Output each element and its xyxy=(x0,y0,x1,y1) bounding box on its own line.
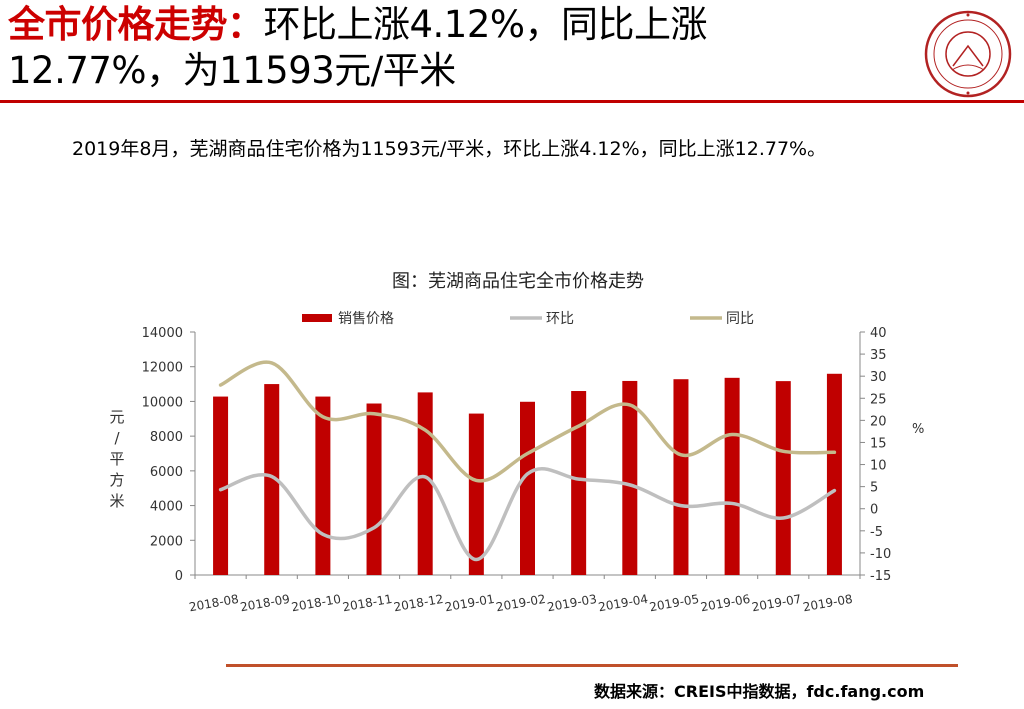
x-tick-label: 2018-08 xyxy=(188,592,240,614)
left-tick-label: 12000 xyxy=(142,361,183,376)
price-bar xyxy=(417,392,433,575)
x-tick-label: 2018-09 xyxy=(239,592,291,614)
page-title-line2: 12.77%，为11593元/平米 xyxy=(8,49,456,92)
chart-axes: 0 2000 4000 6000 8000 10000 12000 14000 -15 -10 -5… xyxy=(109,326,924,614)
left-tick-label: 8000 xyxy=(150,430,183,445)
right-tick-label: -5 xyxy=(870,525,883,540)
legend-label-mom: 环比 xyxy=(546,311,574,327)
legend-label-yoy: 同比 xyxy=(726,311,754,327)
title-divider xyxy=(0,100,1024,103)
x-tick-label: 2019-04 xyxy=(597,592,649,614)
right-axis-label: % xyxy=(912,422,924,437)
china-index-academy-seal-icon xyxy=(924,10,1012,98)
x-tick-label: 2019-07 xyxy=(751,592,803,614)
left-tick-label: 10000 xyxy=(142,395,183,410)
right-tick-label: -15 xyxy=(870,569,891,584)
price-bar xyxy=(520,401,535,575)
x-tick-label: 2019-06 xyxy=(700,592,752,614)
price-bar xyxy=(571,391,587,575)
summary-text: 2019年8月，芜湖商品住宅价格为11593元/平米，环比上涨4.12%，同比上… xyxy=(72,138,827,160)
page-title-highlight: 全市价格走势： xyxy=(8,3,264,46)
right-tick-label: 5 xyxy=(870,481,878,496)
price-bar xyxy=(673,379,689,575)
price-bar xyxy=(213,396,229,575)
footer-divider xyxy=(226,664,958,667)
right-tick-label: 25 xyxy=(870,392,887,407)
price-bar xyxy=(315,396,331,575)
right-tick-label: 30 xyxy=(870,370,887,385)
price-bar xyxy=(366,403,382,575)
chart-legend: 销售价格 环比 同比 xyxy=(302,311,754,327)
yoy-series-line xyxy=(218,360,837,483)
price-bar xyxy=(826,373,842,575)
right-tick-label: -10 xyxy=(870,547,891,562)
right-tick-label: 35 xyxy=(870,348,887,363)
x-tick-label: 2018-12 xyxy=(393,592,445,614)
x-tick-label: 2019-01 xyxy=(444,592,496,614)
right-tick-label: 15 xyxy=(870,436,887,451)
line-series xyxy=(218,360,837,562)
x-tick-label: 2019-05 xyxy=(648,592,700,614)
left-tick-label: 14000 xyxy=(142,326,183,341)
x-tick-label: 2019-02 xyxy=(495,592,547,614)
x-tick-label: 2018-10 xyxy=(290,592,342,614)
chart-title: 图：芜湖商品住宅全市价格走势 xyxy=(392,271,644,292)
left-tick-label: 2000 xyxy=(150,534,183,549)
page-title-rest: 环比上涨4.12%，同比上涨 xyxy=(263,3,708,46)
price-bar xyxy=(775,381,791,575)
left-tick-label: 4000 xyxy=(150,500,183,515)
x-tick-label: 2018-11 xyxy=(341,592,393,614)
page-title: 全市价格走势：环比上涨4.12%，同比上涨 12.77%，为11593元/平米 xyxy=(8,2,908,94)
price-bar xyxy=(468,413,484,575)
price-bar xyxy=(264,384,280,575)
data-source: 数据来源：CREIS中指数据，fdc.fang.com xyxy=(594,682,925,701)
left-tick-label: 0 xyxy=(175,569,183,584)
left-axis-label: 元/平方米 xyxy=(109,408,124,510)
price-trend-chart: 图：芜湖商品住宅全市价格走势 销售价格 环比 同比 0 2000 4000 6000 800… xyxy=(109,271,924,614)
left-tick-label: 6000 xyxy=(150,465,183,480)
right-tick-label: 10 xyxy=(870,459,887,474)
price-bar xyxy=(724,377,740,575)
mom-series-line xyxy=(218,466,837,562)
price-bar xyxy=(622,380,638,575)
right-tick-label: 0 xyxy=(870,503,878,518)
x-tick-label: 2019-03 xyxy=(546,592,598,614)
x-tick-label: 2019-08 xyxy=(802,592,854,614)
legend-label-price: 销售价格 xyxy=(338,311,394,327)
right-tick-label: 20 xyxy=(870,414,887,429)
right-tick-label: 40 xyxy=(870,326,887,341)
legend-swatch-price xyxy=(302,314,332,322)
